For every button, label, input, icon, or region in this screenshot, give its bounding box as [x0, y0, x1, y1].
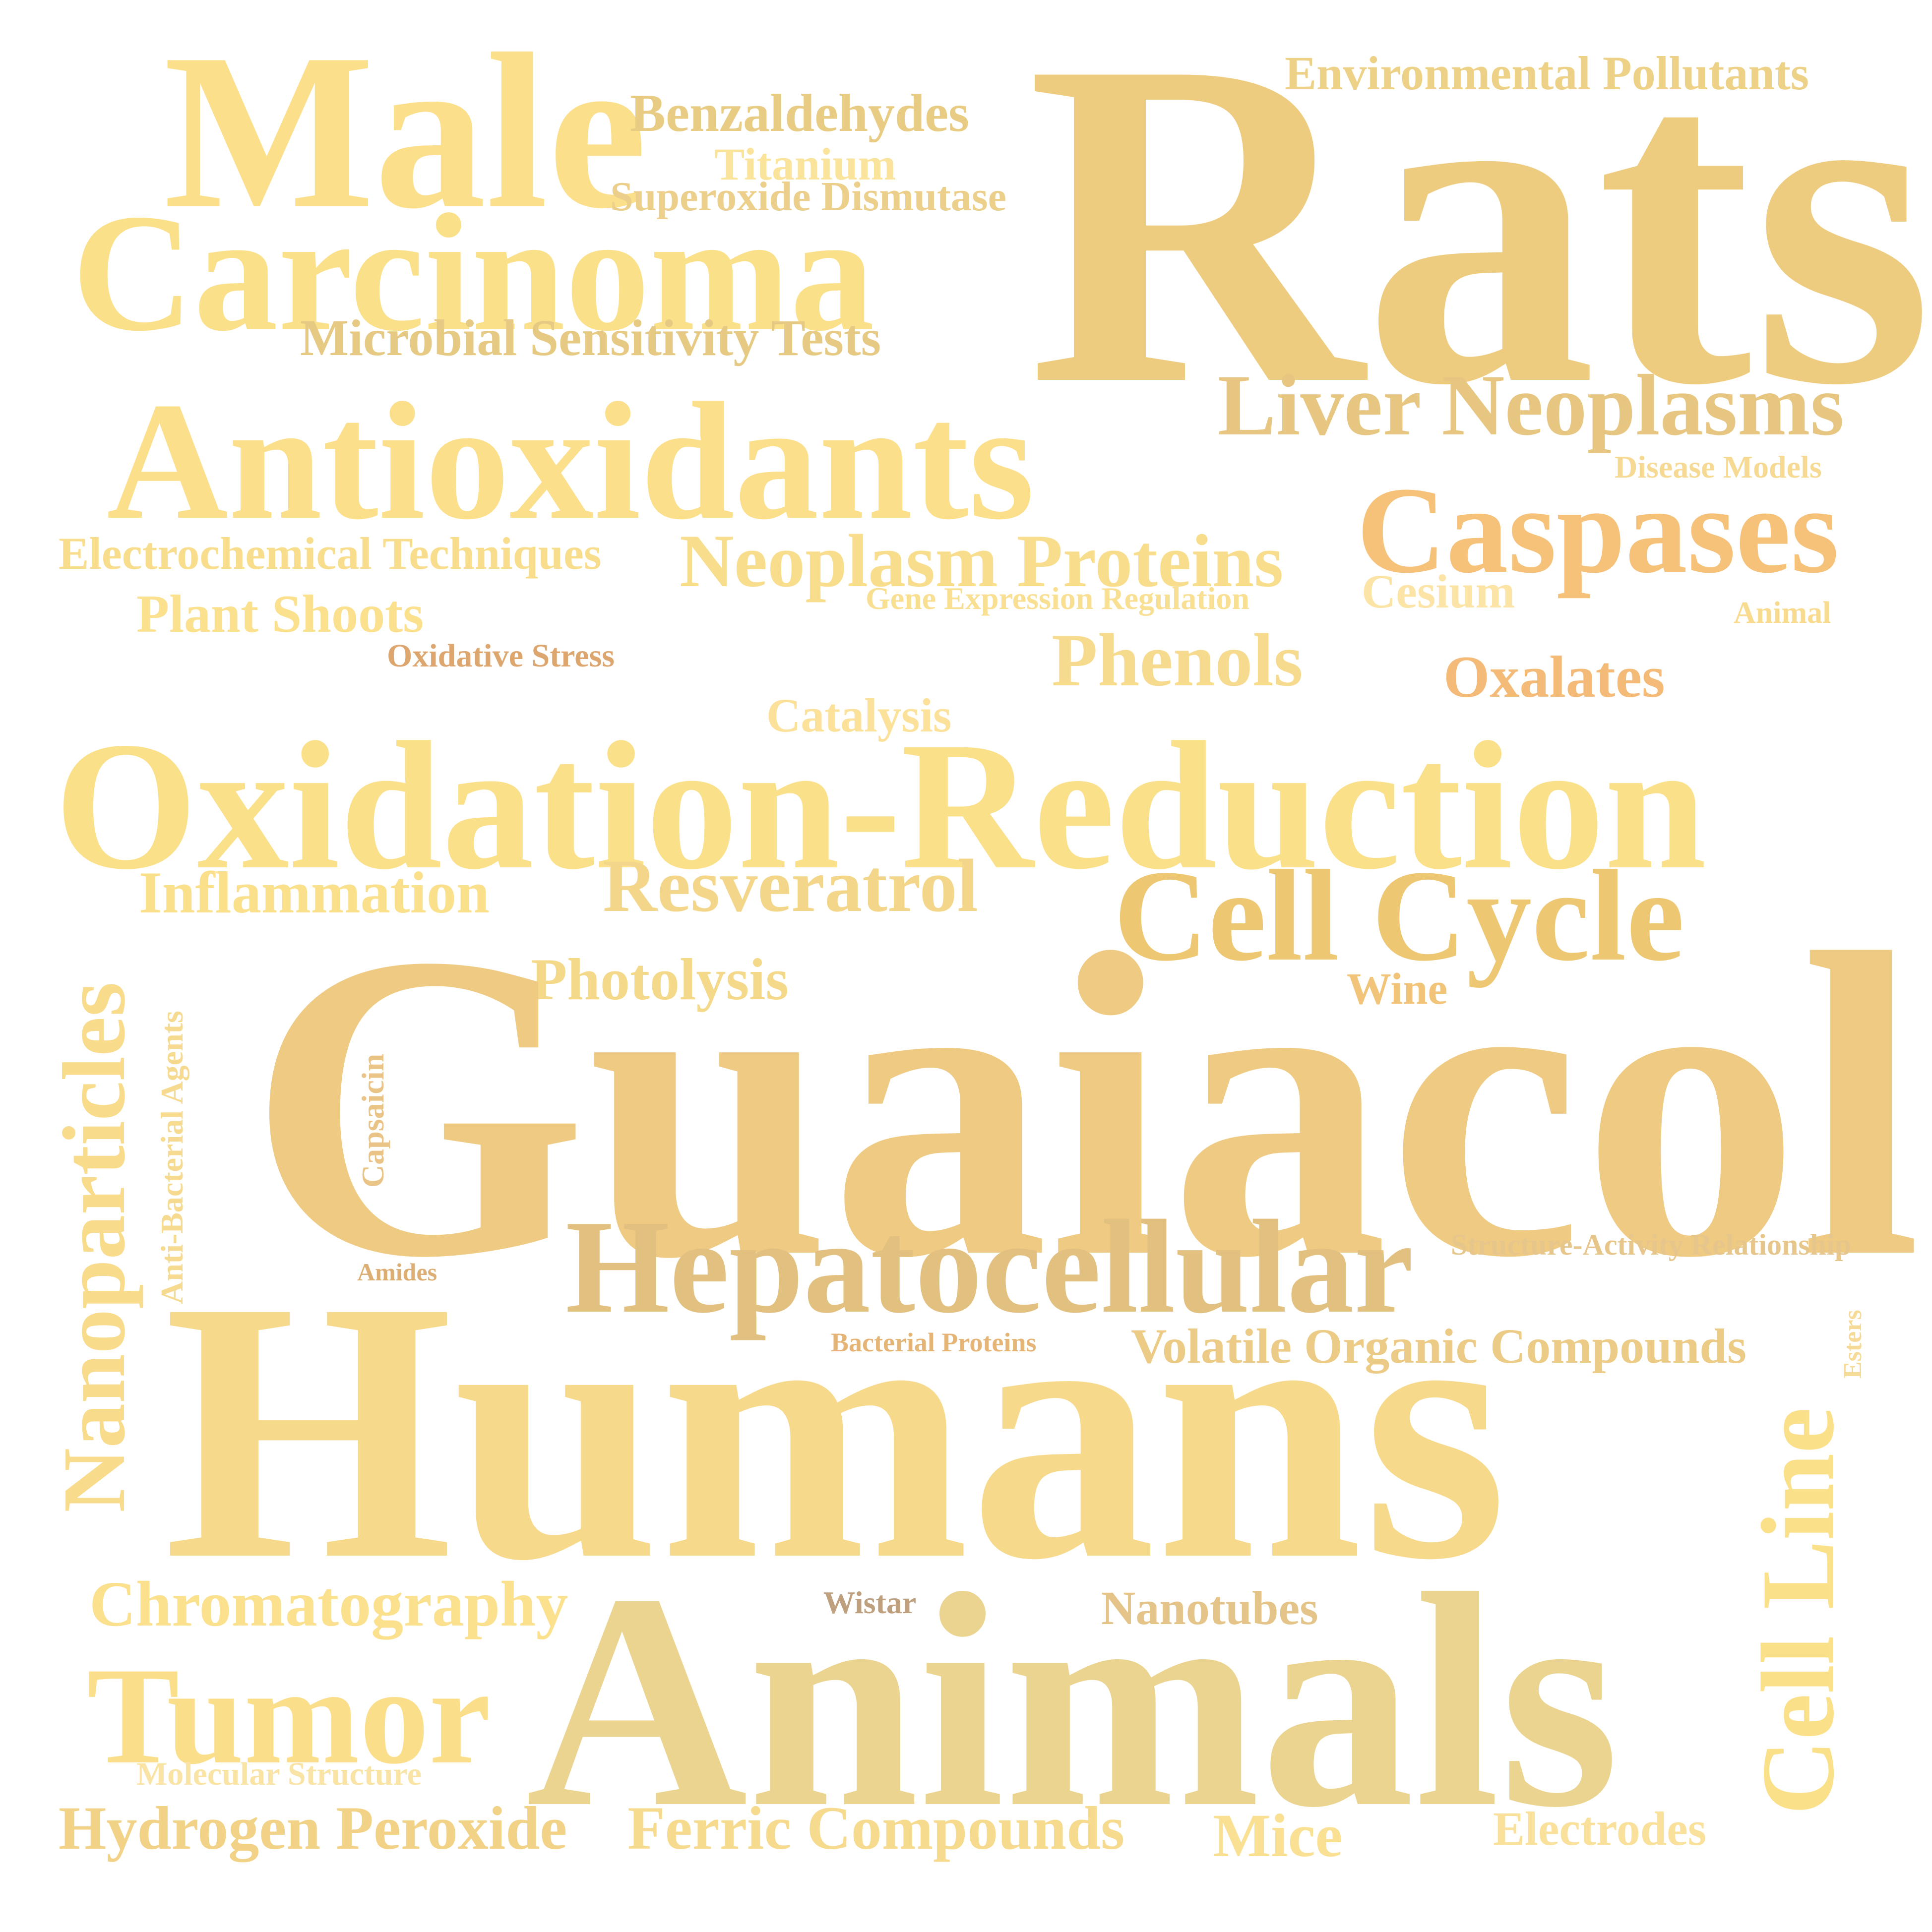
word-amides: Amides [357, 1258, 437, 1286]
word-disease-models: Disease Models [1615, 449, 1822, 484]
word-microbial-sensitivity-tests: Microbial Sensitivity Tests [300, 309, 881, 366]
word-esters: Esters [1839, 1310, 1867, 1379]
word-resveratrol: Resveratrol [603, 844, 978, 927]
word-nanotubes: Nanotubes [1101, 1581, 1318, 1634]
word-antioxidants: Antioxidants [107, 367, 1035, 554]
word-rats: Rats [1027, 0, 1932, 481]
word-phenols: Phenols [1052, 618, 1303, 702]
word-neoplasm-proteins: Neoplasm Proteins [680, 519, 1284, 603]
word-animals: Animals [526, 1531, 1620, 1871]
word-liver-neoplasms: Liver Neoplasms [1218, 357, 1844, 454]
word-catalysis: Catalysis [766, 689, 952, 742]
word-benzaldehydes: Benzaldehydes [630, 84, 970, 143]
word-caspases: Caspases [1357, 462, 1839, 599]
word-ferric-compounds: Ferric Compounds [627, 1794, 1125, 1862]
word-capsaicin: Capsaicin [355, 1053, 390, 1188]
word-titanium: Titanium [714, 139, 896, 189]
word-humans: Humans [164, 1225, 1508, 1636]
word-environmental-pollutants: Environmental Pollutants [1285, 47, 1809, 100]
word-hydrogen-peroxide: Hydrogen Peroxide [59, 1794, 567, 1862]
word-structure-activity-relationship: Structure-Activity Relationship [1451, 1228, 1852, 1261]
word-cell-cycle: Cell Cycle [1114, 844, 1684, 988]
word-carcinoma: Carcinoma [72, 179, 874, 366]
word-chromatography: Chromatography [89, 1569, 568, 1640]
word-guaiacol: Guaiacol [248, 864, 1922, 1347]
word-cesium: Cesium [1362, 565, 1515, 618]
word-gene-expression-regulation: Gene Expression Regulation [866, 581, 1249, 616]
word-tumor: Tumor [87, 1638, 491, 1793]
word-hepatocellular: Hepatocellular [565, 1193, 1414, 1341]
word-volatile-organic-compounds: Volatile Organic Compounds [1131, 1319, 1746, 1374]
word-oxidation-reduction: Oxidation-Reduction [55, 704, 1707, 907]
word-photolysis: Photolysis [531, 946, 789, 1012]
word-mice: Mice [1213, 1802, 1343, 1870]
word-superoxide-dismutase: Superoxide Dismutase [610, 174, 1006, 220]
word-inflammation: Inflammation [139, 859, 490, 925]
word-nanoparticles: Nanoparticles [45, 982, 143, 1512]
word-animal: Animal [1734, 596, 1831, 630]
word-wine: Wine [1347, 965, 1448, 1014]
word-plant-shoots: Plant Shoots [136, 585, 424, 644]
word-bacterial-proteins: Bacterial Proteins [831, 1328, 1037, 1357]
word-male: Male [164, 8, 647, 255]
word-electrochemical-techniques: Electrochemical Techniques [59, 528, 602, 579]
word-molecular-structure: Molecular Structure [136, 1756, 422, 1792]
word-wistar: Wistar [823, 1585, 917, 1620]
word-electrodes: Electrodes [1493, 1802, 1707, 1855]
word-oxidative-stress: Oxidative Stress [387, 638, 615, 674]
word-oxalates: Oxalates [1443, 644, 1665, 710]
word-cell-line: Cell Line [1741, 1407, 1856, 1815]
